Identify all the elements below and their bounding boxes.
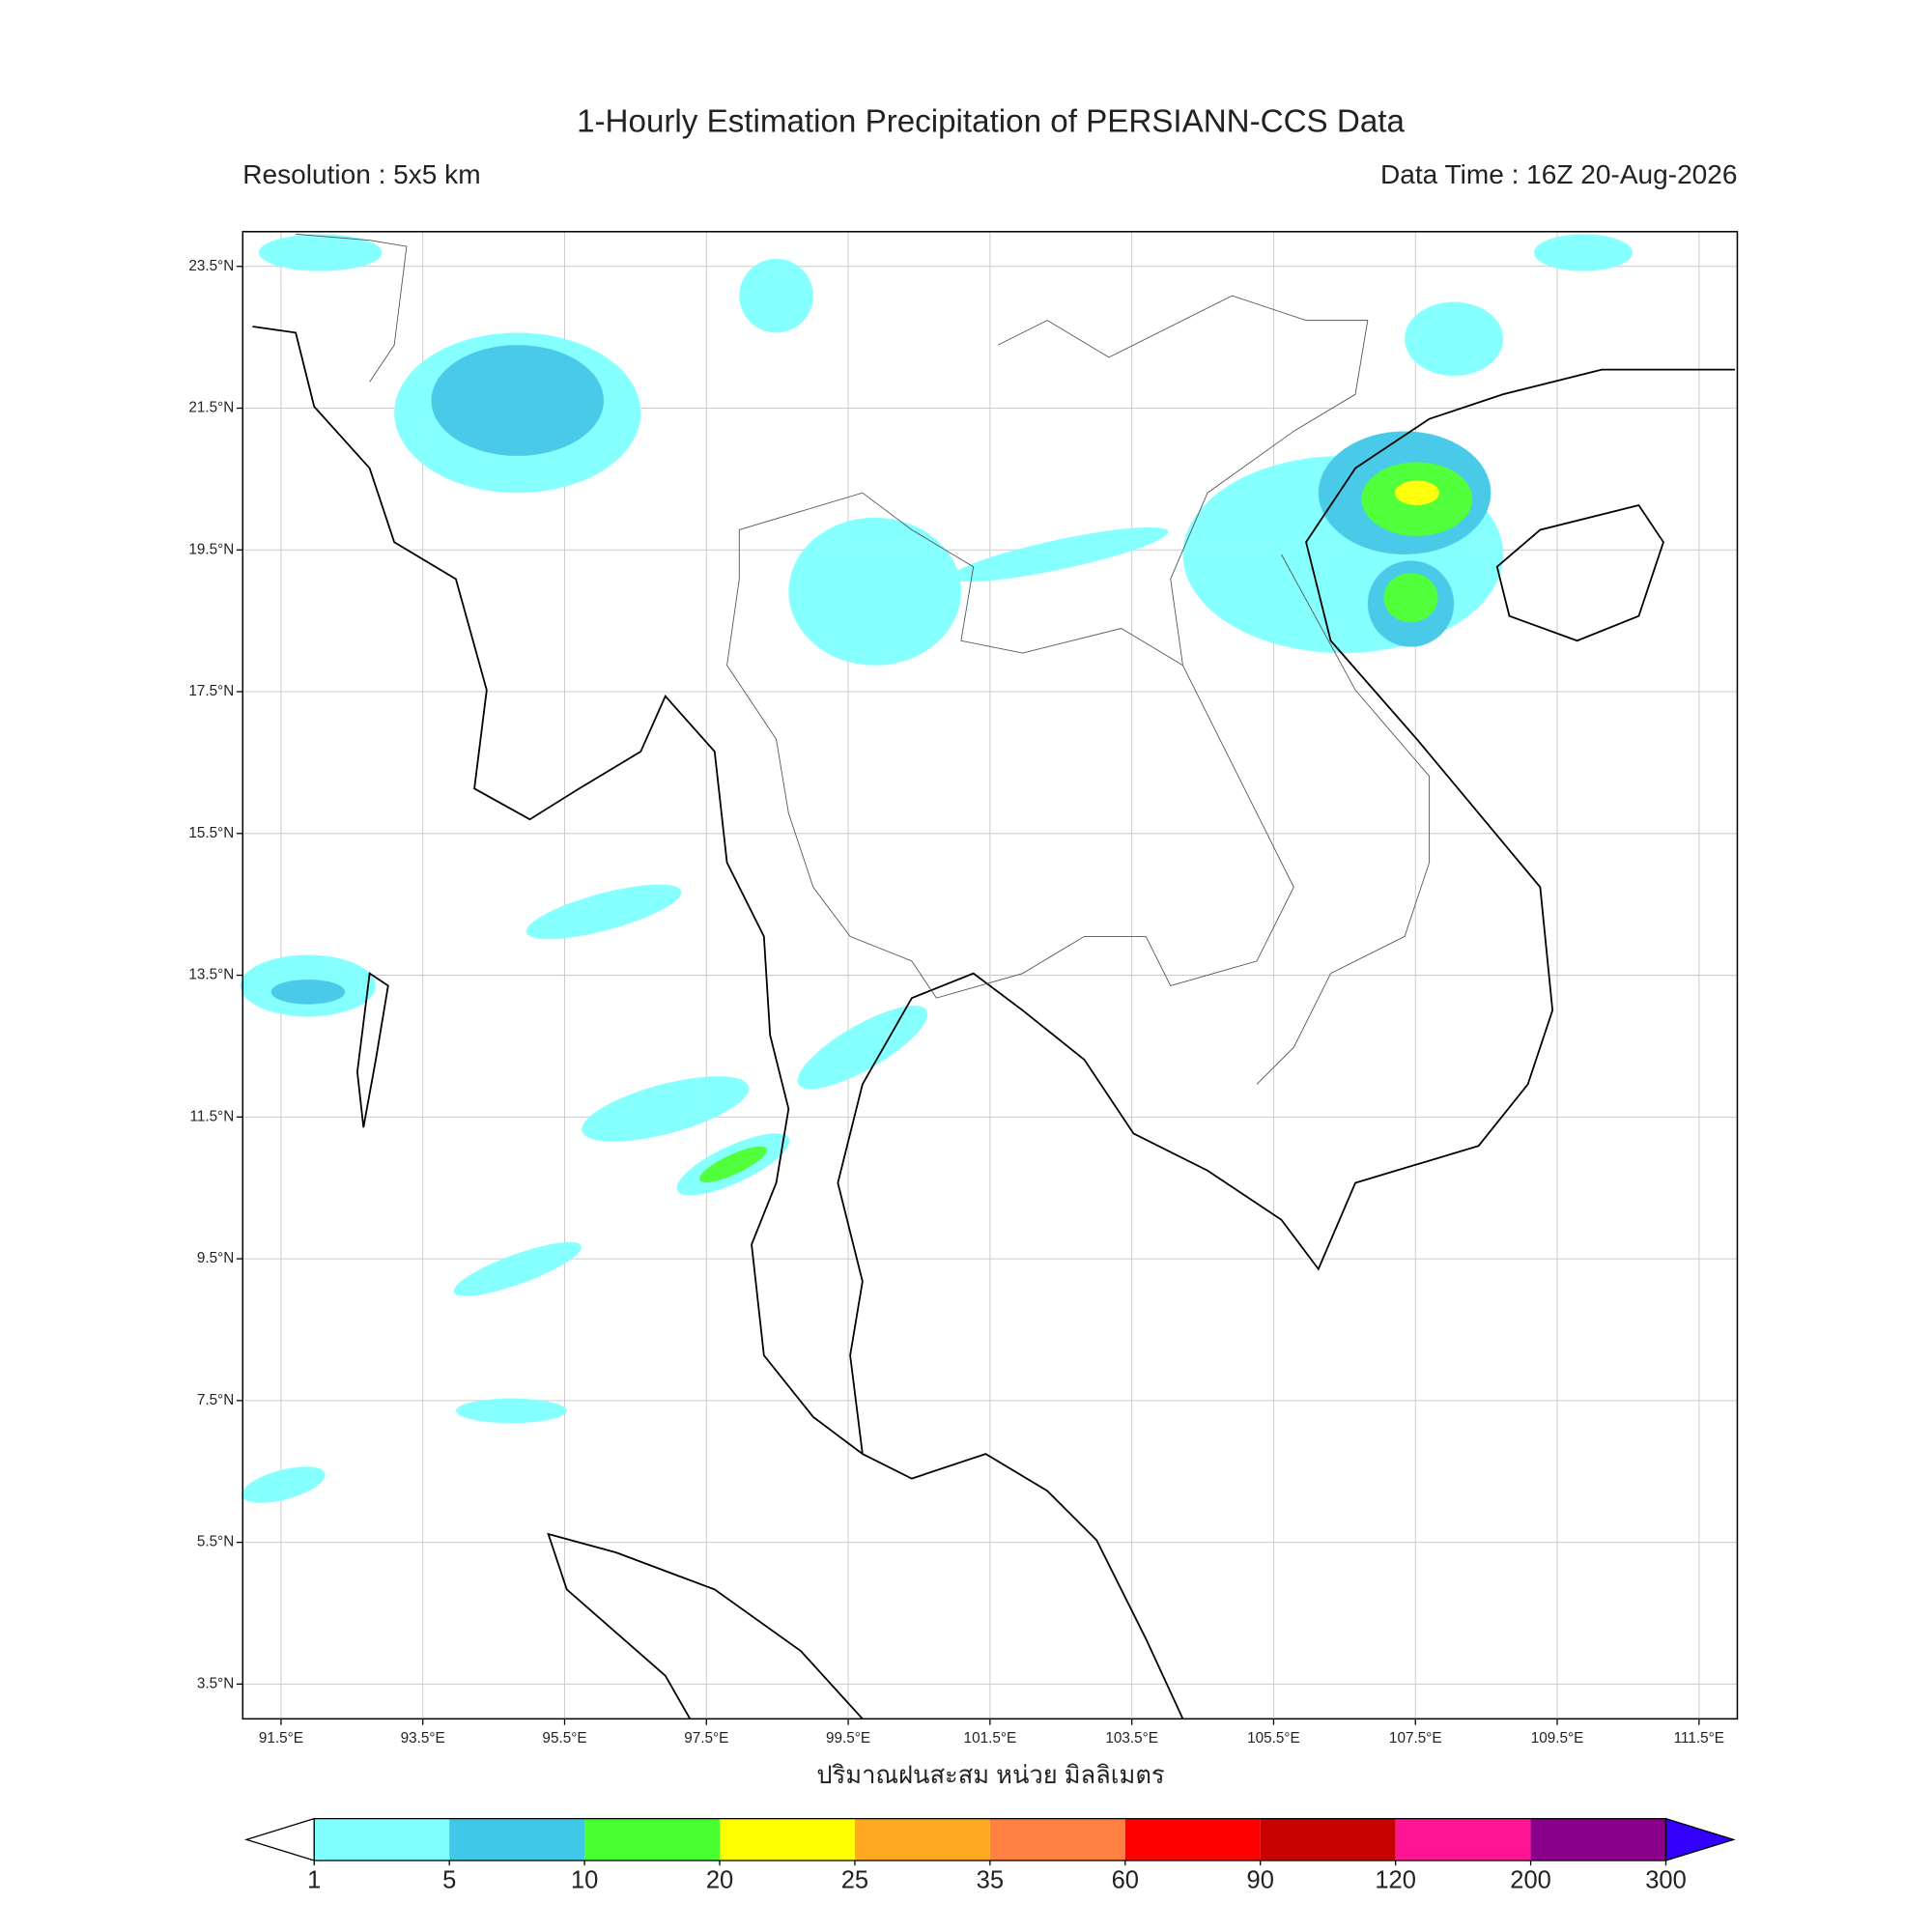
border [296,233,408,383]
rain-area [582,1076,750,1142]
precipitation [240,234,1634,1503]
colorbar-segment [854,1818,990,1861]
y-tick-label: 5.5°N [197,1534,234,1550]
colorbar-segment [314,1818,450,1861]
x-tick-label: 105.5°E [1247,1730,1300,1747]
y-tick-label: 23.5°N [188,258,234,274]
x-tick-label: 95.5°E [542,1730,586,1747]
rain-area [455,1398,567,1424]
colorbar-label: 300 [1645,1866,1687,1893]
rain-area [242,1466,326,1503]
colorbar-label: 35 [977,1866,1004,1893]
rain-area [788,517,961,666]
border [997,295,1369,666]
colorbar-label: 120 [1375,1866,1416,1893]
colorbar: 1 5 10 20 25 35 60 90 120 200 300 [243,1817,1736,1893]
colorbar-label: 10 [571,1866,598,1893]
rain-area [258,234,383,271]
rain-area [951,526,1169,582]
data-time: Data Time : 16Z 20-Aug-2026 [1380,159,1737,189]
y-tick-label: 11.5°N [190,1108,235,1124]
rain-area [526,884,682,940]
coastline [547,1532,864,1719]
x-tick-label: 107.5°E [1389,1730,1442,1747]
y-tick-label: 9.5°N [197,1250,234,1266]
thailand-border [726,492,1294,999]
colorbar-segment [1395,1818,1531,1861]
colorbar-label: 1 [307,1866,321,1893]
y-tick-label: 7.5°N [197,1392,234,1408]
rain-area [739,258,813,333]
colorbar-under [243,1817,315,1861]
rain-area [431,345,604,456]
border [1256,554,1431,1085]
y-tick-label: 17.5°N [188,683,234,699]
x-tick-label: 103.5°E [1105,1730,1158,1747]
x-tick-label: 91.5°E [259,1730,303,1747]
rain-area [1383,573,1438,623]
colorbar-segment [989,1818,1125,1861]
x-tick-label: 97.5°E [684,1730,728,1747]
x-tick-label: 109.5°E [1531,1730,1584,1747]
colorbar-label: 25 [841,1866,868,1893]
rain-area [1405,301,1504,377]
coastline [837,368,1735,1455]
rain-area [1534,234,1634,271]
colorbar-segment [1124,1818,1261,1861]
colorbar-segment [1260,1818,1396,1861]
rain-area [1394,480,1439,505]
title: 1-Hourly Estimation Precipitation of PER… [577,103,1405,139]
grid [242,231,1738,1719]
colorbar-label: 5 [442,1866,456,1893]
y-tick-label: 21.5°N [188,400,234,416]
colorbar-label: 90 [1247,1866,1274,1893]
x-tick-label: 99.5°E [826,1730,870,1747]
rain-area [453,1241,582,1296]
colorbar-segment [449,1818,585,1861]
y-tick-label: 13.5°N [188,967,234,983]
coastline [1495,503,1664,642]
y-tick-label: 19.5°N [188,541,234,557]
x-tick-label: 111.5°E [1674,1730,1724,1747]
y-tick-label: 15.5°N [188,825,234,841]
x-axis-label: ปริมาณฝนสะสม หน่วย มิลลิเมตร [816,1762,1164,1789]
colorbar-label: 20 [706,1866,733,1893]
colorbar-segment [1530,1818,1666,1861]
colorbar-over [1664,1817,1736,1861]
coastlines [252,233,1735,1719]
coastline [355,972,389,1128]
y-tick-label: 3.5°N [197,1675,234,1691]
colorbar-label: 60 [1112,1866,1139,1893]
rain-area [698,1146,767,1182]
colorbar-segment [584,1818,721,1861]
resolution: Resolution : 5x5 km [242,159,480,189]
x-tick-label: 93.5°E [401,1730,445,1747]
coastline [252,326,1184,1719]
rain-area [270,980,346,1005]
colorbar-label: 200 [1510,1866,1551,1893]
x-tick-label: 101.5°E [964,1730,1017,1747]
colorbar-segment [720,1818,855,1861]
